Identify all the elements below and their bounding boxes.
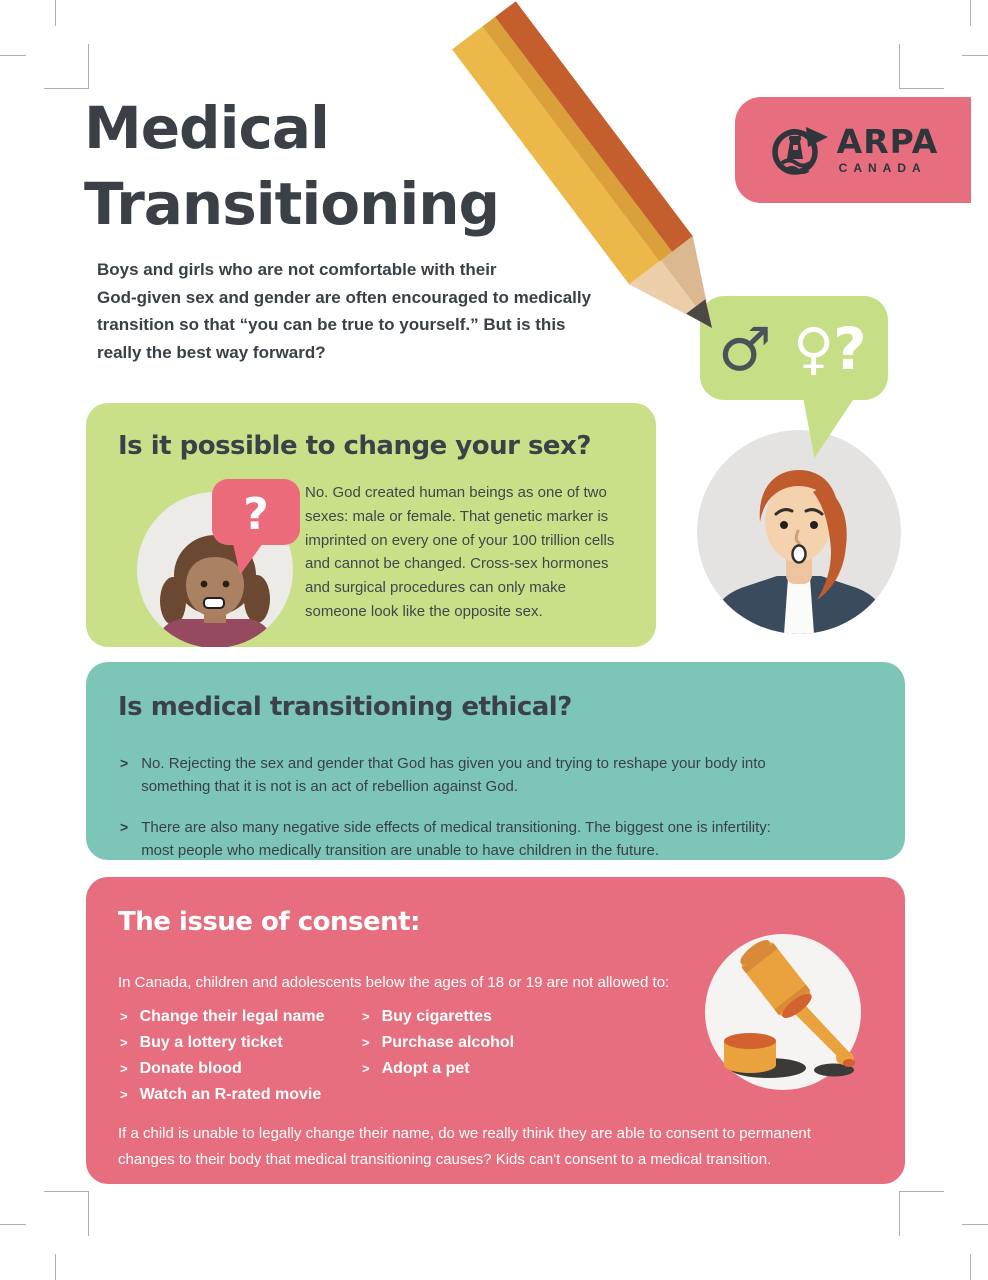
crop-mark — [44, 1191, 89, 1236]
list-item: > Adopt a pet — [362, 1059, 514, 1078]
intro-text: Boys and girls who are not comfortable w… — [97, 260, 592, 362]
bullet-marker: > — [120, 1087, 128, 1102]
card-change-sex: Is it possible to change your sex? — [86, 403, 656, 648]
confused-woman-illustration — [697, 430, 901, 634]
crop-mark — [55, 0, 56, 26]
gavel-icon — [705, 934, 861, 1090]
card-change-sex-body: No. God created human beings as one of t… — [305, 484, 615, 620]
crop-mark — [0, 1224, 26, 1225]
bullet-marker: > — [120, 818, 129, 835]
card-consent-footer: If a child is unable to legally change t… — [118, 1125, 811, 1168]
list-item: > There are also many negative side effe… — [120, 816, 881, 863]
arpa-logo-text: ARPA CANADA — [837, 125, 939, 175]
arpa-logo-badge: ARPA CANADA — [735, 97, 971, 203]
card-consent-heading: The issue of consent: — [118, 907, 420, 937]
male-symbol-icon: ♂ — [718, 315, 772, 385]
card-consent: The issue of consent: In Canada, childre… — [86, 877, 905, 1184]
list-item-label: Adopt a pet — [381, 1060, 470, 1077]
card-ethical-heading: Is medical transitioning ethical? — [118, 692, 572, 722]
bullet-marker: > — [120, 755, 129, 771]
list-item: > Buy cigarettes — [362, 1007, 514, 1026]
list-item: > Purchase alcohol — [362, 1033, 514, 1052]
page-title: Medical Transitioning — [84, 90, 500, 242]
girl-bubble-question-mark: ? — [243, 489, 269, 540]
consent-list: > Change their legal name > Buy a lotter… — [120, 1007, 514, 1111]
bullet-marker: > — [362, 1035, 370, 1050]
crop-mark — [970, 0, 971, 26]
list-item-label: Purchase alcohol — [381, 1034, 515, 1051]
list-item: > Change their legal name — [120, 1007, 346, 1026]
gavel-illustration — [698, 927, 868, 1102]
list-item: > Donate blood — [120, 1059, 346, 1078]
crop-mark — [962, 55, 988, 56]
bullet-marker: > — [362, 1061, 370, 1076]
list-item-label: Buy a lottery ticket — [139, 1034, 283, 1051]
crop-mark — [970, 1254, 971, 1280]
bullet-marker: > — [120, 1035, 128, 1050]
list-item: > No. Rejecting the sex and gender that … — [120, 752, 881, 799]
question-mark-icon: ? — [833, 315, 867, 383]
crop-mark — [0, 55, 26, 56]
bullet-marker: > — [120, 1009, 128, 1024]
lighthouse-arrow-icon — [771, 127, 828, 175]
confused-woman-avatar — [697, 430, 901, 634]
card-change-sex-heading: Is it possible to change your sex? — [118, 431, 591, 461]
list-item: > Watch an R-rated movie — [120, 1085, 346, 1104]
page-title-line1: Medical — [84, 94, 330, 162]
list-item-label: Watch an R-rated movie — [139, 1086, 322, 1103]
ethical-bullet-list: > No. Rejecting the sex and gender that … — [120, 752, 881, 879]
bullet-marker: > — [120, 1061, 128, 1076]
crop-mark — [899, 1191, 944, 1236]
pencil-illustration — [424, 0, 747, 356]
crop-mark — [55, 1254, 56, 1280]
consent-list-column-1: > Change their legal name > Buy a lotter… — [120, 1007, 346, 1111]
logo-name: ARPA — [836, 122, 939, 161]
list-item: > Buy a lottery ticket — [120, 1033, 346, 1052]
bullet-text: No. Rejecting the sex and gender that Go… — [141, 755, 766, 796]
female-symbol-icon: ♀ — [793, 317, 835, 382]
crop-mark — [962, 1224, 988, 1225]
logo-subtitle: CANADA — [838, 161, 927, 175]
card-consent-intro: In Canada, children and adolescents belo… — [118, 974, 670, 991]
bullet-text: There are also many negative side effect… — [141, 818, 771, 859]
crop-mark — [44, 44, 89, 89]
gender-speech-bubble: ♂ ♀ ? — [700, 296, 888, 400]
consent-list-column-2: > Buy cigarettes > Purchase alcohol > Ad… — [362, 1007, 514, 1111]
list-item-label: Donate blood — [139, 1060, 242, 1077]
list-item-label: Buy cigarettes — [381, 1008, 492, 1025]
pencil-icon — [451, 1, 712, 328]
page-title-line2: Transitioning — [84, 170, 500, 238]
bullet-marker: > — [362, 1009, 370, 1024]
questioning-girl-illustration: ? — [126, 473, 356, 652]
crop-mark — [899, 44, 944, 89]
card-ethical: Is medical transitioning ethical? > No. … — [86, 662, 905, 860]
list-item-label: Change their legal name — [139, 1008, 325, 1025]
